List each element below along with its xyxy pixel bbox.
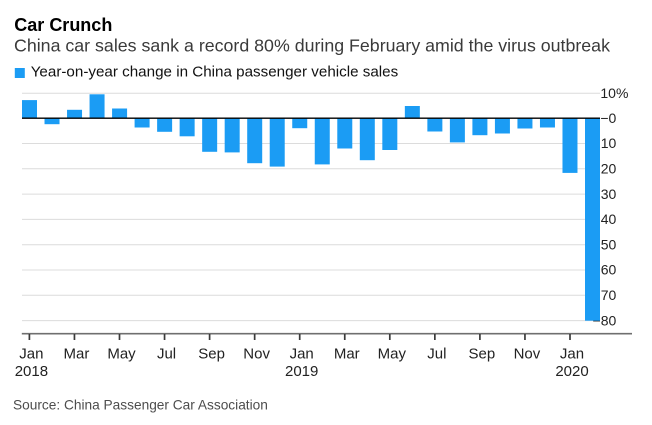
svg-text:May: May [107, 346, 136, 363]
svg-text:Nov: Nov [243, 346, 270, 363]
svg-text:Nov: Nov [514, 346, 541, 363]
svg-text:Year-on-year change in China p: Year-on-year change in China passenger v… [31, 64, 399, 81]
svg-text:10%: 10% [600, 85, 628, 101]
svg-text:Jan: Jan [290, 346, 314, 363]
svg-text:Sep: Sep [198, 346, 225, 363]
svg-text:2020: 2020 [555, 363, 588, 380]
svg-text:May: May [378, 346, 407, 363]
svg-text:Mar: Mar [334, 346, 360, 363]
svg-text:Jan: Jan [19, 346, 43, 363]
svg-text:Source: China Passenger Car As: Source: China Passenger Car Association [13, 397, 268, 412]
svg-text:Jan: Jan [560, 346, 584, 363]
svg-text:Car Crunch: Car Crunch [14, 15, 112, 35]
svg-text:Jul: Jul [427, 346, 446, 363]
svg-text:China car sales sank a record: China car sales sank a record 80% during… [14, 36, 610, 56]
svg-text:Mar: Mar [64, 346, 90, 363]
svg-text:Jul: Jul [157, 346, 176, 363]
svg-text:Sep: Sep [469, 346, 496, 363]
svg-text:−0: −0 [600, 110, 616, 126]
svg-text:2019: 2019 [285, 363, 318, 380]
svg-text:2018: 2018 [15, 363, 48, 380]
